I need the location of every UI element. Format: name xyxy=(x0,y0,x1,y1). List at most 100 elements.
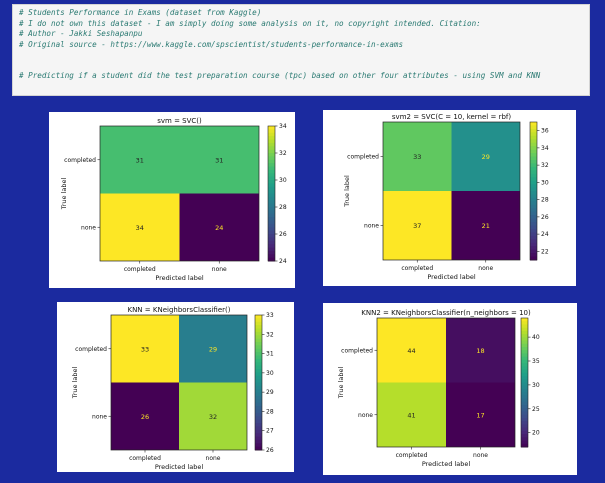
colorbar-segment xyxy=(530,201,537,206)
colorbar-segment xyxy=(521,434,528,438)
colorbar-tick-label: 34 xyxy=(541,145,549,152)
colorbar-segment xyxy=(255,358,262,363)
colorbar-segment xyxy=(530,184,537,189)
colorbar-segment xyxy=(255,436,262,441)
colorbar-segment xyxy=(521,318,528,322)
cell-value: 21 xyxy=(482,222,490,230)
colorbar-segment xyxy=(521,408,528,413)
colorbar-segment xyxy=(521,369,528,374)
colorbar-segment xyxy=(530,180,537,185)
colorbar-segment xyxy=(530,194,537,199)
x-tick-label: none xyxy=(212,266,227,273)
colorbar-segment xyxy=(268,240,275,245)
colorbar-segment xyxy=(255,433,262,437)
colorbar-segment xyxy=(530,142,537,147)
heatmap-svg: svm = SVC() 31 31 34 24 completed completed non… xyxy=(60,117,287,282)
colorbar-tick-label: 24 xyxy=(279,258,287,265)
confusion-matrix-svm: svm = SVC() 31 31 34 24 completed completed non… xyxy=(49,112,295,288)
colorbar-segment xyxy=(530,225,537,230)
colorbar-segment xyxy=(268,156,275,161)
colorbar-segment xyxy=(521,337,528,342)
colorbar-segment xyxy=(521,395,528,400)
colorbar-segment xyxy=(521,334,528,338)
colorbar-segment xyxy=(255,345,262,350)
y-tick-label: completed xyxy=(64,157,96,164)
colorbar-segment xyxy=(530,187,537,192)
colorbar-segment xyxy=(255,385,262,390)
colorbar-frame xyxy=(520,317,529,448)
colorbar-segment xyxy=(255,443,262,448)
cell-value: 33 xyxy=(413,153,421,161)
colorbar-segment xyxy=(268,254,275,259)
colorbar-segment xyxy=(268,193,275,198)
y-axis-label: True label xyxy=(60,178,68,211)
colorbar-segment xyxy=(268,136,275,140)
colorbar-segment xyxy=(521,414,528,419)
colorbar-tick-label: 26 xyxy=(541,214,549,221)
colorbar-segment xyxy=(521,343,528,348)
colorbar-segment xyxy=(255,379,262,383)
matrix-frame xyxy=(110,314,248,451)
colorbar-segment xyxy=(255,328,262,333)
colorbar-tick-label: 22 xyxy=(541,248,549,255)
colorbar-segment xyxy=(255,365,262,370)
chart-title: svm = SVC() xyxy=(157,117,202,125)
comment-line: # I do not own this dataset - I am simpl… xyxy=(19,18,481,28)
colorbar-tick-label: 36 xyxy=(541,128,549,135)
matrix-cell xyxy=(383,191,452,260)
y-axis-label: True label xyxy=(71,367,79,400)
colorbar-segment xyxy=(268,146,275,151)
x-tick-label: completed xyxy=(396,452,428,459)
colorbar-segment xyxy=(268,210,275,215)
colorbar-segment xyxy=(268,227,275,232)
colorbar-segment xyxy=(268,153,275,157)
x-tick-label: completed xyxy=(129,455,161,462)
colorbar-segment xyxy=(255,318,262,323)
cell-value: 32 xyxy=(209,413,217,421)
colorbar-segment xyxy=(530,235,537,240)
matrix-cell xyxy=(446,382,515,447)
matrix-frame xyxy=(99,125,260,262)
colorbar-segment xyxy=(530,146,537,151)
colorbar-segment xyxy=(530,173,537,178)
colorbar-segment xyxy=(521,411,528,416)
colorbar-segment xyxy=(255,331,262,336)
colorbar-segment xyxy=(268,230,275,235)
y-tick-label: none xyxy=(364,223,379,230)
colorbar-segment xyxy=(268,126,275,130)
colorbar-tick-label: 30 xyxy=(279,177,287,184)
colorbar-segment xyxy=(268,203,275,208)
heatmap-svg: KNN = KNeighborsClassifier() 33 29 26 32 comp… xyxy=(71,306,274,471)
colorbar-segment xyxy=(521,437,528,442)
cell-value: 34 xyxy=(136,224,144,232)
colorbar-segment xyxy=(521,405,528,409)
colorbar-segment xyxy=(521,417,528,422)
confusion-matrix-knn2: KNN2 = KNeighborsClassifier(n_neighbors … xyxy=(323,303,577,475)
cell-value: 29 xyxy=(209,345,217,353)
matrix-cell xyxy=(377,382,446,447)
colorbar-segment xyxy=(521,340,528,345)
colorbar-segment xyxy=(521,363,528,367)
comment-line: # Author - Jakki Seshapanpu xyxy=(19,29,143,38)
notebook-markdown-cell[interactable]: # Students Performance in Exams (dataset… xyxy=(12,4,590,96)
colorbar-segment xyxy=(268,129,275,134)
colorbar-segment xyxy=(530,211,537,216)
colorbar-segment xyxy=(268,159,275,164)
matrix-cell xyxy=(446,318,515,383)
colorbar-segment xyxy=(530,135,537,140)
colorbar-segment xyxy=(530,125,537,130)
confusion-matrix-svm2: svm2 = SVC(C = 10, kernel = rbf) 33 29 37 21… xyxy=(323,110,576,286)
colorbar-segment xyxy=(530,239,537,244)
colorbar-segment xyxy=(255,439,262,444)
cell-value: 26 xyxy=(141,413,149,421)
colorbar-segment xyxy=(255,402,262,407)
colorbar-segment xyxy=(255,446,262,451)
colorbar-segment xyxy=(268,173,275,178)
colorbar-segment xyxy=(268,186,275,191)
colorbar-segment xyxy=(521,379,528,383)
colorbar-segment xyxy=(521,427,528,432)
cell-value: 18 xyxy=(476,347,484,355)
colorbar-tick-label: 26 xyxy=(279,231,287,238)
colorbar-segment xyxy=(521,421,528,425)
matrix-cell xyxy=(111,315,179,383)
